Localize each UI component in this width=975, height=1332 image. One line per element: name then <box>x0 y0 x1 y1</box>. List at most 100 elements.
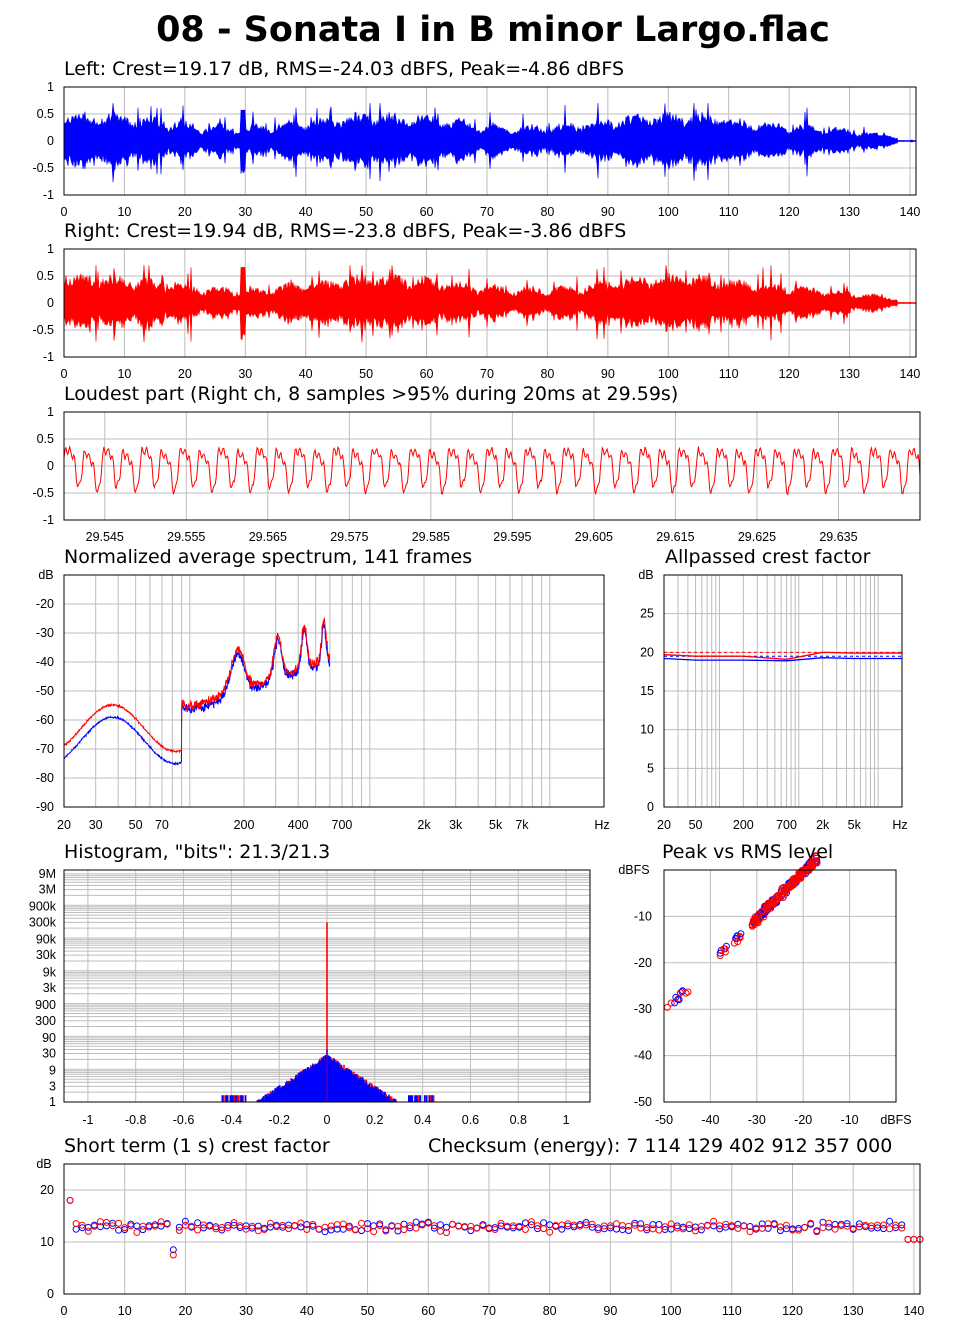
shortcrest-point <box>540 1219 548 1227</box>
right-waveform <box>63 265 917 343</box>
shortcrest-point <box>455 1222 463 1230</box>
shortcrest-point <box>327 1222 335 1230</box>
shortcrest-point <box>521 1219 529 1227</box>
peakrms-xtick-label: -50 <box>655 1113 673 1127</box>
right-xtick-label: 120 <box>779 367 800 381</box>
shortcrest-point <box>206 1222 214 1230</box>
histogram-xtick-label: -0.6 <box>173 1113 195 1127</box>
peakrms-point <box>801 868 809 876</box>
shortcrest-point <box>412 1224 420 1232</box>
left-xtick-label: 120 <box>779 205 800 219</box>
shortcrest-point <box>424 1219 432 1227</box>
spectrum-xtick-label: 5k <box>489 818 503 832</box>
shortcrest-xtick-label: 20 <box>178 1304 192 1318</box>
peakrms-point <box>730 939 738 947</box>
histogram-ytick-label: 3k <box>43 981 57 995</box>
shortcrest-point <box>169 1251 177 1259</box>
left-ytick-label: -0.5 <box>32 161 54 175</box>
shortcrest-point <box>655 1226 663 1234</box>
shortcrest-point <box>412 1218 420 1226</box>
peakrms-point <box>763 905 771 913</box>
shortcrest-point <box>831 1225 839 1233</box>
spectrum-xtick-label: 700 <box>332 818 353 832</box>
shortcrest-xtick-label: 60 <box>421 1304 435 1318</box>
peakrms-ytick-label: -40 <box>634 1049 652 1063</box>
shortcrest-point <box>139 1226 147 1234</box>
shortcrest-point <box>521 1226 529 1233</box>
shortcrest-point <box>449 1220 456 1228</box>
peakrms-point <box>682 989 690 997</box>
shortcrest-point <box>103 1218 110 1226</box>
histogram-ytick-label: 9 <box>49 1064 56 1078</box>
shortcrest-chart: 0 10 20 30 40 50 60 70 80 90 100 110 120 130 14020100d… <box>36 1157 924 1318</box>
shortcrest-point <box>758 1224 766 1232</box>
allpassed-xtick-label: 700 <box>776 818 797 832</box>
histogram-ytick-label: 300k <box>29 915 57 929</box>
allpassed-xtick-label: 20 <box>657 818 671 832</box>
peakrms-point <box>812 852 820 860</box>
shortcrest-point <box>188 1222 195 1230</box>
peakrms-frame <box>663 869 897 1103</box>
shortcrest-point <box>479 1222 487 1230</box>
shortcrest-point <box>175 1227 183 1234</box>
spectrum-xtick-label: 20 <box>57 818 71 832</box>
shortcrest-point <box>333 1221 341 1229</box>
shortcrest-point <box>776 1223 784 1231</box>
peakrms-point <box>781 888 789 895</box>
peakrms-point <box>767 900 775 908</box>
left-xtick-label: 130 <box>839 205 860 219</box>
right-ytick-label: 1 <box>47 242 54 256</box>
allpassed-xlabel: Hz <box>892 818 907 832</box>
shortcrest-point <box>230 1219 238 1227</box>
loudest-xtick-label: 29.585 <box>412 530 450 544</box>
histogram-xtick-label: 0 <box>324 1113 331 1127</box>
spectrum-title: Normalized average spectrum, 141 frames <box>64 546 472 568</box>
allpassed-ytick-label: 25 <box>640 607 654 621</box>
right-xtick-label: 20 <box>178 367 192 381</box>
right-xtick-label: 50 <box>359 367 373 381</box>
right-title: Right: Crest=19.94 dB, RMS=-23.8 dBFS, P… <box>64 220 626 242</box>
peakrms-point <box>789 875 797 883</box>
right-xtick-label: 30 <box>238 367 252 381</box>
shortcrest-point <box>625 1222 633 1230</box>
shortcrest-point <box>667 1220 675 1228</box>
spectrum-xtick-label: 400 <box>288 818 309 832</box>
left-xtick-label: 20 <box>178 205 192 219</box>
shortcrest-point <box>582 1219 590 1226</box>
shortcrest-point <box>515 1222 523 1230</box>
left-ytick-label: 0.5 <box>37 107 54 121</box>
peakrms-xtick-label: -30 <box>748 1113 766 1127</box>
shortcrest-point <box>121 1226 129 1234</box>
shortcrest-point <box>886 1225 894 1233</box>
shortcrest-point <box>491 1226 499 1233</box>
shortcrest-point <box>400 1226 408 1234</box>
right-xtick-label: 100 <box>658 367 679 381</box>
shortcrest-point <box>843 1220 851 1228</box>
histogram-xtick-label: -1 <box>82 1113 93 1127</box>
loudest-xtick-label: 29.575 <box>330 530 368 544</box>
shortcrest-point <box>66 1196 74 1204</box>
left-frame <box>63 86 917 196</box>
spectrum-xtick-label: 3k <box>449 818 463 832</box>
shortcrest-point <box>546 1228 554 1236</box>
shortcrest-point <box>133 1228 141 1236</box>
left-chart: 1 0.5 0 -0.5 -1 0 10 20 30 40 50 60 70 80 90 100 110 120 1… <box>32 80 920 219</box>
shortcrest-xtick-label: 120 <box>782 1304 803 1318</box>
shortcrest-point <box>382 1227 390 1235</box>
shortcrest-xtick-label: 0 <box>61 1304 68 1318</box>
shortcrest-point <box>813 1228 821 1236</box>
loudest-xtick-label: 29.555 <box>167 530 205 544</box>
histogram-xtick-label: 0.2 <box>366 1113 383 1127</box>
shortcrest-xtick-label: 40 <box>300 1304 314 1318</box>
peakrms-ytick-label: -30 <box>634 1002 652 1016</box>
shortcrest-xtick-label: 130 <box>843 1304 864 1318</box>
peakrms-point <box>720 945 728 953</box>
shortcrest-point <box>625 1227 633 1234</box>
right-chart: 1 0.5 0 -0.5 -1 0 10 20 30 40 50 60 70 80 90 100 110 120 1… <box>32 242 920 381</box>
shortcrest-point <box>266 1219 274 1227</box>
right-ytick-label: 0.5 <box>37 269 54 283</box>
shortcrest-point <box>175 1223 183 1231</box>
shortcrest-point <box>740 1222 748 1230</box>
spectrum-ylabel: dB <box>38 568 53 582</box>
